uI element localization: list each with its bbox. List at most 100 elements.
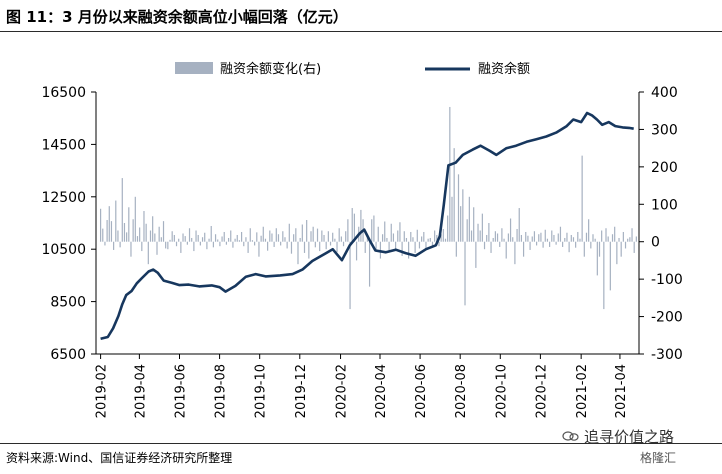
bar bbox=[483, 241, 486, 250]
chart-header: 图 11：3 月份以来融资余额高位小幅回落（亿元） bbox=[0, 0, 722, 32]
x-tick-label: 2021-04 bbox=[614, 364, 629, 418]
bar bbox=[319, 241, 321, 252]
bar bbox=[549, 241, 551, 247]
bar bbox=[347, 219, 349, 242]
right-tick-label: 300 bbox=[651, 122, 678, 138]
bar bbox=[403, 231, 405, 242]
bar bbox=[373, 215, 375, 242]
right-tick-label: 100 bbox=[651, 197, 678, 213]
bar bbox=[466, 219, 468, 242]
bar bbox=[254, 241, 256, 246]
bar bbox=[219, 241, 221, 247]
x-tick-label: 2019-12 bbox=[294, 364, 309, 418]
bar bbox=[562, 241, 564, 247]
bar bbox=[186, 241, 188, 245]
footer-rule bbox=[0, 443, 722, 444]
bar bbox=[377, 226, 379, 242]
bar bbox=[115, 200, 117, 242]
bar bbox=[429, 237, 431, 242]
bar bbox=[143, 211, 145, 242]
bar bbox=[332, 232, 334, 242]
bar bbox=[269, 230, 271, 242]
x-tick-label: 2020-08 bbox=[454, 364, 469, 418]
bar bbox=[182, 233, 184, 242]
bar bbox=[355, 241, 358, 261]
bar bbox=[392, 233, 395, 242]
bar bbox=[540, 232, 542, 242]
bar bbox=[618, 237, 620, 242]
bar bbox=[531, 236, 533, 242]
bar bbox=[197, 234, 199, 242]
chart-canvas: 融资余额变化(右) 融资余额 6500 8500 10500 12500 14500 16… bbox=[41, 61, 682, 418]
bar bbox=[490, 241, 492, 253]
bar bbox=[113, 241, 115, 250]
bar bbox=[568, 241, 570, 253]
bar bbox=[453, 148, 455, 242]
bar bbox=[251, 240, 254, 242]
bar bbox=[117, 230, 119, 242]
bar bbox=[267, 241, 269, 251]
x-tick-label: 2019-06 bbox=[174, 364, 189, 418]
bar bbox=[104, 241, 106, 246]
bar bbox=[629, 237, 631, 242]
legend: 融资余额变化(右) 融资余额 bbox=[175, 61, 530, 77]
bar bbox=[214, 234, 217, 242]
bar bbox=[336, 241, 338, 253]
bar bbox=[180, 241, 182, 253]
bar bbox=[147, 241, 149, 265]
bar bbox=[134, 196, 136, 242]
bar bbox=[395, 241, 397, 250]
bar bbox=[351, 208, 353, 242]
bar bbox=[360, 209, 362, 242]
bar bbox=[178, 238, 180, 242]
bar bbox=[583, 241, 585, 257]
bar bbox=[275, 228, 277, 242]
bar bbox=[527, 235, 529, 242]
bar bbox=[149, 230, 152, 242]
axes: 6500 8500 10500 12500 14500 16500 -300 -200 -100… bbox=[41, 85, 682, 418]
bar bbox=[449, 106, 451, 242]
legend-label-bars: 融资余额变化(右) bbox=[220, 61, 321, 77]
bar bbox=[505, 241, 507, 259]
bar bbox=[310, 231, 312, 242]
bar bbox=[256, 232, 258, 242]
bar bbox=[100, 208, 102, 242]
bar bbox=[581, 155, 583, 242]
bar bbox=[106, 220, 108, 242]
bar bbox=[121, 178, 123, 242]
bar bbox=[572, 237, 575, 242]
bar bbox=[238, 240, 241, 242]
bar bbox=[325, 241, 327, 250]
right-tick-label: 400 bbox=[651, 85, 678, 101]
bar bbox=[249, 228, 251, 242]
bar bbox=[408, 241, 410, 259]
bar bbox=[464, 241, 466, 306]
bar bbox=[130, 241, 132, 257]
bar bbox=[518, 208, 520, 242]
bar bbox=[175, 241, 178, 247]
bar bbox=[397, 230, 399, 242]
bar bbox=[614, 226, 616, 242]
bar bbox=[609, 241, 611, 291]
bar bbox=[321, 230, 323, 242]
bar bbox=[234, 238, 236, 242]
bar bbox=[401, 241, 403, 256]
bar bbox=[434, 230, 436, 242]
bar bbox=[438, 241, 440, 247]
bar bbox=[477, 223, 479, 242]
bar bbox=[132, 219, 134, 242]
bar bbox=[421, 236, 423, 242]
bar bbox=[102, 228, 104, 242]
bar bbox=[494, 231, 496, 242]
bar bbox=[516, 228, 518, 242]
bar bbox=[282, 231, 284, 242]
bar bbox=[631, 228, 633, 242]
bar bbox=[243, 241, 245, 247]
bar bbox=[221, 236, 223, 242]
bar bbox=[308, 241, 310, 259]
right-tick-label: -300 bbox=[651, 347, 683, 363]
bar bbox=[245, 237, 247, 242]
bar bbox=[199, 241, 201, 246]
bar bbox=[128, 207, 130, 242]
bar bbox=[126, 232, 128, 242]
